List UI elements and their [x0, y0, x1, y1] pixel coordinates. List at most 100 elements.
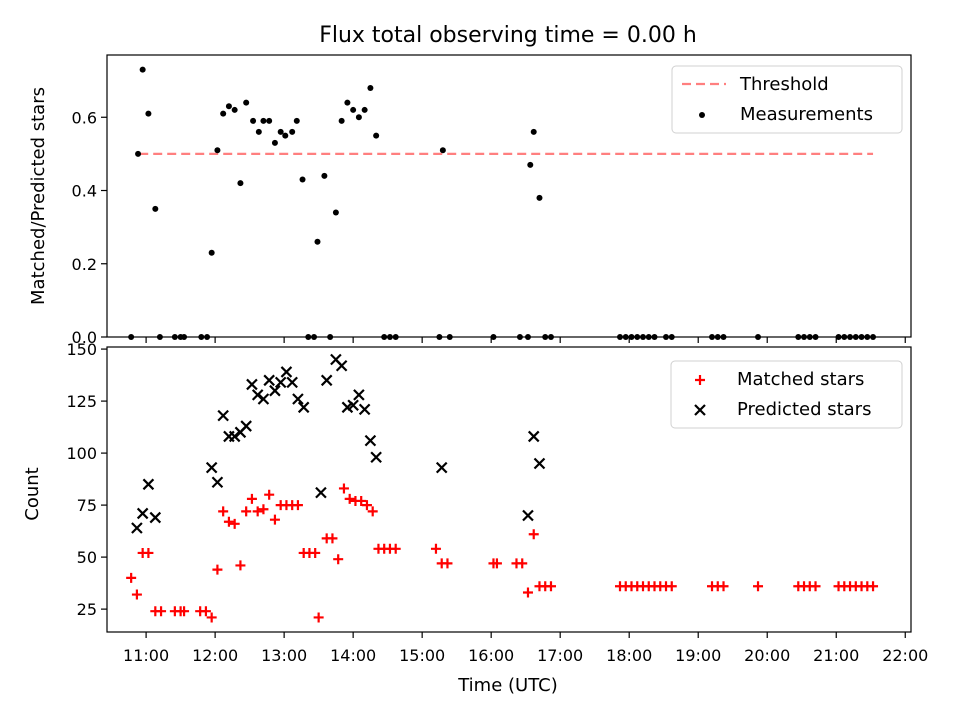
- count-y-axis: 25 50 75 100 125 150: [66, 340, 107, 619]
- matched-star-point: [517, 558, 528, 569]
- measurement-point: [439, 147, 446, 154]
- predicted-star-point: [370, 451, 382, 464]
- matched-star-point: [491, 558, 502, 569]
- ratio-panel-frame: [106, 54, 912, 338]
- predicted-star-point: [246, 378, 258, 391]
- matched-star-point: [252, 506, 263, 517]
- predicted-star-point: [364, 434, 377, 447]
- matched-star-point: [269, 514, 280, 525]
- measurement-point: [135, 150, 142, 157]
- predicted-star-point: [257, 393, 270, 405]
- matched-star-point: [753, 581, 764, 592]
- chart-title: Flux total observing time = 0.00 h: [319, 23, 697, 48]
- predicted-star-point: [292, 393, 304, 405]
- matched-star-point: [442, 558, 453, 569]
- measurement-point: [231, 106, 238, 113]
- ratio-y-tick-label: 0.6: [72, 108, 97, 127]
- matched-star-point: [344, 493, 355, 504]
- predicted-star-point: [149, 511, 162, 524]
- predicted-star-point: [280, 366, 293, 378]
- time-x-tick-label: 22:00: [882, 646, 928, 665]
- predicted-star-point: [522, 509, 534, 522]
- time-x-tick-label: 16:00: [468, 646, 514, 665]
- matched-star-point: [390, 543, 401, 554]
- predicted-star-point: [297, 401, 310, 414]
- ratio-x-ticks: [145, 337, 906, 343]
- measurement-point: [214, 147, 221, 154]
- matched-star-point: [229, 518, 240, 529]
- measurement-point: [260, 117, 267, 124]
- measurement-point: [293, 117, 300, 124]
- measurement-point: [139, 66, 146, 73]
- predicted-star-point: [320, 374, 333, 387]
- matched-star-point: [367, 506, 378, 517]
- time-x-tick-label: 14:00: [330, 646, 376, 665]
- legend-matched-label: Matched stars: [737, 369, 864, 390]
- predicted-star-point: [142, 478, 155, 491]
- ratio-y-axis-label: Matched/Predicted stars: [28, 87, 49, 305]
- matched-star-point: [868, 581, 879, 592]
- legend-matched-swatch: [695, 375, 705, 385]
- matched-star-point: [218, 506, 229, 517]
- matched-star-point: [327, 533, 338, 544]
- measurement-point: [208, 249, 215, 256]
- measurement-point: [145, 110, 152, 117]
- measurement-point: [289, 128, 296, 135]
- matched-star-point: [361, 500, 372, 511]
- ratio-panel: 0.0 0.2 0.4 0.6 Matched/Predicted stars Thr…: [28, 54, 912, 347]
- predicted-star-point: [335, 359, 348, 372]
- time-x-axis: 11:00 12:00 13:00 14:00 15:00 16:00 17:00 18:00…: [123, 632, 928, 665]
- time-x-tick-label: 21:00: [813, 646, 859, 665]
- legend-measurements-label: Measurements: [740, 104, 873, 125]
- measurement-point: [225, 103, 232, 110]
- time-x-tick-label: 17:00: [537, 646, 583, 665]
- predicted-star-point: [358, 403, 371, 416]
- ratio-y-tick-label: 0.2: [72, 255, 97, 274]
- matched-star-point: [666, 581, 677, 592]
- measurement-point: [271, 139, 278, 146]
- measurement-point: [355, 114, 362, 121]
- predicted-star-point: [263, 374, 275, 387]
- measurement-point: [266, 117, 273, 124]
- predicted-star-point: [435, 461, 448, 474]
- matched-star-point: [528, 529, 539, 540]
- matched-star-point: [313, 612, 324, 623]
- predicted-star-point: [315, 486, 327, 499]
- measurement-point: [250, 117, 257, 124]
- predicted-star-point: [251, 389, 264, 401]
- ratio-y-tick-label: 0.0: [72, 328, 97, 347]
- matched-star-point: [179, 606, 190, 617]
- ratio-legend: Threshold Measurements: [671, 65, 903, 134]
- count-legend-box: [670, 360, 903, 429]
- measurement-point: [282, 132, 289, 139]
- measurement-point: [350, 106, 357, 113]
- matched-star-point: [310, 547, 321, 558]
- matched-star-point: [200, 606, 211, 617]
- time-x-axis-label: Time (UTC): [457, 675, 558, 696]
- matched-star-point: [126, 572, 137, 583]
- count-y-tick-label: 50: [77, 548, 97, 567]
- measurement-point: [344, 99, 351, 106]
- predicted-star-point: [205, 461, 218, 474]
- measurement-point: [332, 209, 339, 216]
- matched-star-point: [545, 581, 556, 592]
- ratio-y-axis: 0.0 0.2 0.4 0.6: [72, 108, 107, 347]
- matched-star-point: [333, 554, 344, 565]
- matched-star-point: [718, 581, 729, 592]
- predicted-star-point: [136, 507, 149, 520]
- measurement-point: [373, 132, 380, 139]
- matched-star-point: [264, 489, 275, 500]
- matched-star-point: [241, 506, 252, 517]
- predicted-star-point: [274, 376, 287, 389]
- matched-star-point: [292, 500, 303, 511]
- matched-star-point: [356, 495, 367, 506]
- predicted-star-point: [353, 389, 365, 401]
- ratio-legend-box: [671, 65, 903, 134]
- time-x-tick-label: 11:00: [123, 646, 169, 665]
- legend-predicted-label: Predicted stars: [737, 399, 871, 420]
- measurement-point: [361, 106, 368, 113]
- matched-star-point: [246, 493, 257, 504]
- count-y-tick-label: 100: [66, 444, 97, 463]
- count-panel: 25 50 75 100 125 150 11:00 12:00 13:00 14:00 15:0…: [22, 340, 928, 696]
- measurement-point: [152, 205, 159, 212]
